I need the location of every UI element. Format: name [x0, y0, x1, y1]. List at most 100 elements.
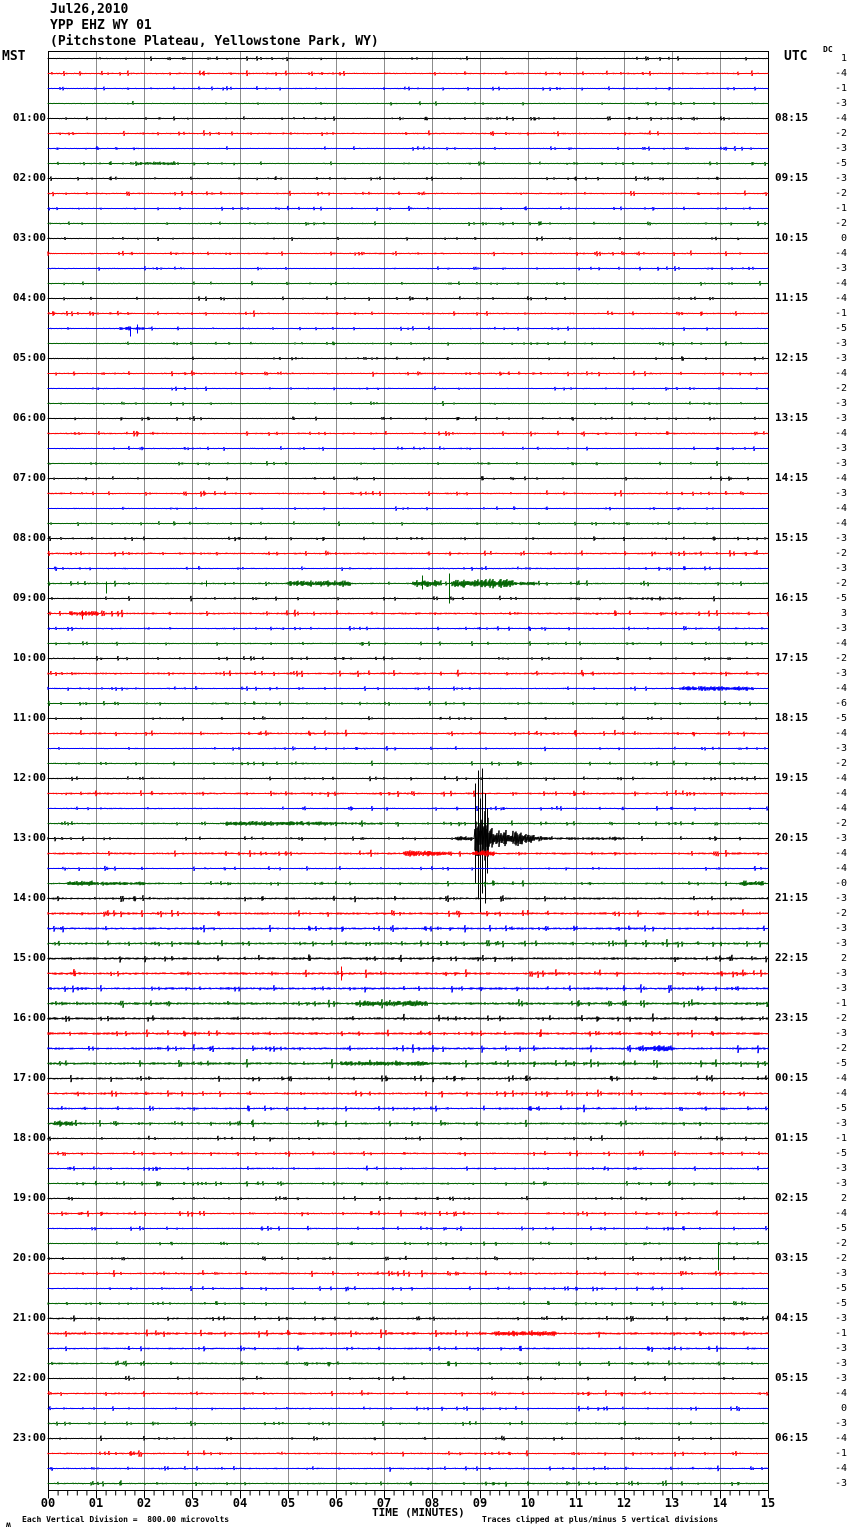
- utc-time-label: 05:15: [775, 1371, 809, 1384]
- dc-offset-value: -2: [834, 758, 847, 769]
- dc-offset-value: -3: [834, 923, 847, 934]
- utc-time-label: 02:15: [775, 1191, 809, 1204]
- dc-offset-value: -4: [834, 728, 847, 739]
- dc-offset-value: -2: [834, 188, 847, 199]
- mst-time-label: 18:00: [12, 1131, 46, 1144]
- dc-offset-value: -1: [834, 998, 847, 1009]
- dc-offset-value: -5: [834, 713, 847, 724]
- x-axis-tick-label: 07: [376, 1496, 392, 1510]
- dc-offset-value: -1: [834, 1448, 847, 1459]
- dc-offset-value: -3: [834, 968, 847, 979]
- dc-offset-value: -3: [834, 938, 847, 949]
- dc-offset-value: -3: [834, 338, 847, 349]
- mst-time-label: 02:00: [12, 171, 46, 184]
- dc-offset-value: -4: [834, 68, 847, 79]
- dc-offset-value: -1: [834, 1328, 847, 1339]
- mst-time-label: 19:00: [12, 1191, 46, 1204]
- dc-offset-value: -4: [834, 1208, 847, 1219]
- dc-offset-value: -3: [834, 398, 847, 409]
- dc-offset-value: -3: [834, 1358, 847, 1369]
- dc-offset-value: -3: [834, 263, 847, 274]
- x-axis-tick-label: 02: [136, 1496, 152, 1510]
- utc-time-label: 13:15: [775, 411, 809, 424]
- dc-offset-value: -3: [834, 458, 847, 469]
- utc-time-label: 01:15: [775, 1131, 809, 1144]
- utc-time-label: 12:15: [775, 351, 809, 364]
- dc-offset-value: -4: [834, 683, 847, 694]
- dc-offset-value: -5: [834, 1283, 847, 1294]
- utc-time-label: 03:15: [775, 1251, 809, 1264]
- dc-offset-value: -3: [834, 563, 847, 574]
- dc-offset-value: -1: [834, 83, 847, 94]
- dc-offset-value: -3: [834, 1373, 847, 1384]
- x-axis-tick-label: 14: [712, 1496, 728, 1510]
- dc-offset-value: -5: [834, 1058, 847, 1069]
- dc-offset-value: -2: [834, 653, 847, 664]
- dc-offset-value: -3: [834, 1268, 847, 1279]
- dc-offset-value: -4: [834, 788, 847, 799]
- dc-offset-value: -1: [834, 203, 847, 214]
- dc-offset-value: -0: [834, 878, 847, 889]
- dc-column-header: DC: [823, 45, 833, 54]
- dc-offset-value: 2: [840, 1193, 847, 1204]
- dc-offset-value: -3: [834, 1313, 847, 1324]
- mst-time-label: 23:00: [12, 1431, 46, 1444]
- dc-offset-value: -4: [834, 113, 847, 124]
- dc-offset-value: -4: [834, 248, 847, 259]
- dc-offset-value: -4: [834, 638, 847, 649]
- x-axis-tick-label: 10: [520, 1496, 536, 1510]
- dc-offset-value: -4: [834, 848, 847, 859]
- utc-time-label: 08:15: [775, 111, 809, 124]
- dc-offset-value: -4: [834, 293, 847, 304]
- mst-time-label: 14:00: [12, 891, 46, 904]
- dc-offset-value: -3: [834, 1163, 847, 1174]
- utc-time-label: 04:15: [775, 1311, 809, 1324]
- dc-offset-value: -3: [834, 173, 847, 184]
- dc-offset-value: -4: [834, 863, 847, 874]
- x-axis-tick-label: 09: [472, 1496, 488, 1510]
- mst-time-label: 13:00: [12, 831, 46, 844]
- mst-time-label: 01:00: [12, 111, 46, 124]
- dc-offset-value: -4: [834, 473, 847, 484]
- dc-offset-value: -2: [834, 1238, 847, 1249]
- dc-offset-value: -4: [834, 1388, 847, 1399]
- clip-note: Traces clipped at plus/minus 5 vertical …: [482, 1515, 719, 1524]
- utc-time-label: 06:15: [775, 1431, 809, 1444]
- dc-offset-value: -3: [834, 443, 847, 454]
- dc-offset-value: -2: [834, 1043, 847, 1054]
- dc-offset-value: -3: [834, 1178, 847, 1189]
- mst-time-label: 22:00: [12, 1371, 46, 1384]
- mst-time-label: 11:00: [12, 711, 46, 724]
- station-location: (Pitchstone Plateau, Yellowstone Park, W…: [50, 34, 379, 49]
- dc-offset-value: -2: [834, 548, 847, 559]
- utc-time-label: 15:15: [775, 531, 809, 544]
- x-axis-tick-label: 06: [328, 1496, 344, 1510]
- utc-time-label: 10:15: [775, 231, 809, 244]
- x-axis-tick-label: 12: [616, 1496, 632, 1510]
- dc-offset-value: -3: [834, 533, 847, 544]
- dc-offset-value: -2: [834, 1253, 847, 1264]
- dc-offset-value: -2: [834, 818, 847, 829]
- utc-time-label: 18:15: [775, 711, 809, 724]
- dc-offset-value: -4: [834, 368, 847, 379]
- dc-offset-value: -5: [834, 1148, 847, 1159]
- mst-time-label: 17:00: [12, 1071, 46, 1084]
- dc-offset-value: -3: [834, 743, 847, 754]
- mst-time-label: 03:00: [12, 231, 46, 244]
- x-axis-title: TIME (MINUTES): [372, 1506, 465, 1519]
- utc-time-label: 11:15: [775, 291, 809, 304]
- dc-offset-value: -4: [834, 428, 847, 439]
- mst-time-label: 04:00: [12, 291, 46, 304]
- dc-offset-value: -2: [834, 383, 847, 394]
- x-axis-tick-label: 11: [568, 1496, 584, 1510]
- dc-offset-value: -3: [834, 1418, 847, 1429]
- dc-offset-value: -2: [834, 578, 847, 589]
- utc-time-label: 09:15: [775, 171, 809, 184]
- dc-offset-value: -3: [834, 893, 847, 904]
- utc-time-label: 19:15: [775, 771, 809, 784]
- x-axis-tick-label: 15: [760, 1496, 776, 1510]
- mst-time-label: 05:00: [12, 351, 46, 364]
- dc-offset-value: -2: [834, 1013, 847, 1024]
- dc-offset-value: -4: [834, 1088, 847, 1099]
- dc-offset-value: 0: [840, 1403, 847, 1414]
